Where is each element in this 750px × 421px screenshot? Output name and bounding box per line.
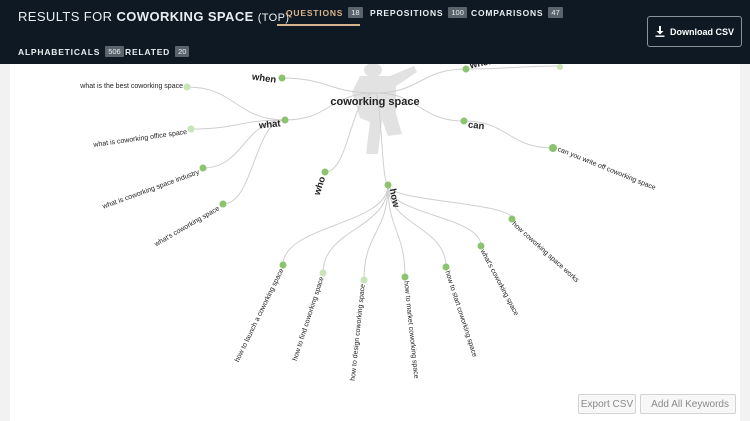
center-keyword-label: coworking space xyxy=(330,96,419,108)
how-item-5[interactable]: what's coworking space xyxy=(478,248,519,317)
add-all-keywords-label: Add All Keywords xyxy=(651,398,729,410)
how-item-0[interactable]: how to launch a coworking space xyxy=(234,268,286,364)
edge-what-3 xyxy=(222,119,286,205)
tab-related-count: 20 xyxy=(175,46,190,57)
branch-label-who[interactable]: who xyxy=(312,175,329,198)
tab-alphabeticals-count: 506 xyxy=(105,46,124,57)
edge-when xyxy=(281,77,376,94)
tab-questions[interactable]: QUESTIONS 18 xyxy=(286,7,363,18)
tab-comparisons-label: COMPARISONS xyxy=(471,7,544,18)
tab-alphabeticals[interactable]: ALPHABETICALS 506 xyxy=(18,46,124,57)
node-how-5[interactable] xyxy=(477,242,485,250)
results-prefix: RESULTS FOR xyxy=(18,9,113,24)
node-how-3[interactable] xyxy=(401,273,409,281)
node-what-1[interactable] xyxy=(187,125,195,133)
tab-related[interactable]: RELATED 20 xyxy=(125,46,190,57)
download-csv-button[interactable]: Download CSV xyxy=(647,16,742,47)
export-csv-label: Export CSV xyxy=(580,398,634,410)
results-keyword: COWORKING SPACE xyxy=(116,9,254,24)
branch-label-can[interactable]: can xyxy=(467,120,485,133)
what-item-1[interactable]: what is coworking office space xyxy=(92,129,188,149)
edge-how-6 xyxy=(387,184,513,220)
node-what-3[interactable] xyxy=(219,200,227,208)
top-bar: RESULTS FOR COWORKING SPACE (TOP) QUESTI… xyxy=(0,0,750,64)
node-how-0[interactable] xyxy=(279,261,287,269)
node-where[interactable] xyxy=(462,65,470,73)
node-where-leaf[interactable] xyxy=(557,64,563,70)
export-csv-button[interactable]: Export CSV xyxy=(578,394,636,414)
add-all-keywords-button[interactable]: Add All Keywords xyxy=(640,394,736,414)
question-wheel: when where what can who how what is the best c… xyxy=(79,64,657,382)
wheel-edges xyxy=(186,65,561,281)
node-who[interactable] xyxy=(321,168,329,176)
tab-questions-label: QUESTIONS xyxy=(286,7,344,18)
edge-what-0 xyxy=(186,86,286,121)
node-what-0[interactable] xyxy=(183,83,191,91)
branch-label-when[interactable]: when xyxy=(250,71,277,85)
node-what-2[interactable] xyxy=(199,164,207,172)
tab-questions-count: 18 xyxy=(348,7,363,18)
branch-label-what[interactable]: what xyxy=(257,118,281,131)
tab-comparisons[interactable]: COMPARISONS 47 xyxy=(471,7,563,18)
edge-how-3 xyxy=(387,184,406,278)
how-item-3[interactable]: how to market coworking space xyxy=(402,281,419,379)
node-can-0[interactable] xyxy=(549,144,557,152)
edge-how-1 xyxy=(322,184,389,274)
edge-who xyxy=(324,92,376,173)
results-suffix: (TOP) xyxy=(257,12,290,24)
how-item-2[interactable]: how to design coworking space xyxy=(350,284,367,382)
active-tab-underline xyxy=(277,24,360,26)
edge-what-2 xyxy=(202,119,286,169)
tab-comparisons-count: 47 xyxy=(548,7,563,18)
what-item-2[interactable]: what is coworking space industry xyxy=(101,169,201,211)
edge-how-0 xyxy=(282,184,389,266)
edge-how-5 xyxy=(387,184,482,247)
node-what[interactable] xyxy=(281,116,289,124)
edge-how-4 xyxy=(387,184,447,268)
edge-how-2 xyxy=(363,184,389,281)
node-how-4[interactable] xyxy=(442,263,450,271)
edge-how xyxy=(374,92,389,186)
tab-prepositions[interactable]: PREPOSITIONS 100 xyxy=(370,7,467,18)
download-csv-label: Download CSV xyxy=(669,26,734,37)
node-how-1[interactable] xyxy=(319,269,327,277)
node-when[interactable] xyxy=(278,74,286,82)
branch-label-how[interactable]: how xyxy=(387,188,402,209)
edge-where-leaf xyxy=(465,65,561,70)
node-how-6[interactable] xyxy=(508,215,516,223)
branch-label-where[interactable]: where xyxy=(468,64,498,72)
tab-related-label: RELATED xyxy=(125,46,171,57)
what-item-3[interactable]: what's coworking space xyxy=(153,205,221,248)
wheel-nodes xyxy=(183,64,563,284)
download-icon xyxy=(655,26,665,37)
how-item-6[interactable]: how coworking space works xyxy=(510,221,580,285)
results-title: RESULTS FOR COWORKING SPACE (TOP) xyxy=(18,9,289,24)
tab-alphabeticals-label: ALPHABETICALS xyxy=(18,46,101,57)
question-wheel-canvas: when where what can who how what is the best c… xyxy=(10,64,740,421)
how-item-1[interactable]: how to find coworking space xyxy=(292,276,326,362)
node-how-2[interactable] xyxy=(360,276,368,284)
edge-what xyxy=(284,92,376,121)
edge-what-1 xyxy=(190,119,286,130)
node-can[interactable] xyxy=(460,117,468,125)
how-item-4[interactable]: how to start coworking space xyxy=(443,270,478,358)
what-item-0[interactable]: what is the best coworking space xyxy=(79,83,183,90)
can-item-0[interactable]: can you write off coworking space xyxy=(557,146,657,192)
edge-can xyxy=(374,92,465,122)
tab-prepositions-count: 100 xyxy=(448,7,467,18)
person-silhouette-icon xyxy=(352,64,417,154)
tab-prepositions-label: PREPOSITIONS xyxy=(370,7,444,18)
node-how[interactable] xyxy=(384,181,392,189)
edge-where xyxy=(374,68,467,94)
edge-can-0 xyxy=(463,120,554,149)
